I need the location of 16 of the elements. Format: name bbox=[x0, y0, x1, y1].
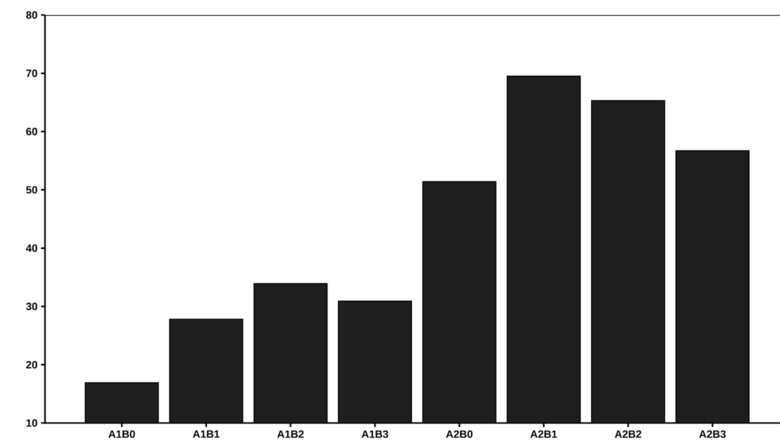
y-tick-label: 50 bbox=[26, 186, 38, 194]
x-tick-label: A1B3 bbox=[362, 430, 388, 438]
y-tick-label: 70 bbox=[26, 70, 38, 78]
x-tick-label: A1B2 bbox=[277, 430, 304, 438]
x-tick-label: A2B1 bbox=[530, 430, 558, 438]
y-tick-label: 80 bbox=[26, 11, 38, 19]
x-tick-label: A1B0 bbox=[108, 430, 135, 438]
y-tick-label: 10 bbox=[26, 419, 38, 427]
y-tick-label: 30 bbox=[26, 302, 38, 310]
x-tick-label: A2B2 bbox=[614, 430, 642, 438]
y-tick-label: 40 bbox=[26, 244, 38, 252]
y-tick-label: 20 bbox=[26, 360, 38, 368]
y-tick-label: 60 bbox=[26, 128, 38, 136]
x-tick-label: A2B3 bbox=[699, 430, 726, 438]
x-tick-label: A2B0 bbox=[446, 430, 472, 438]
x-tick-label: A1B1 bbox=[192, 430, 220, 438]
